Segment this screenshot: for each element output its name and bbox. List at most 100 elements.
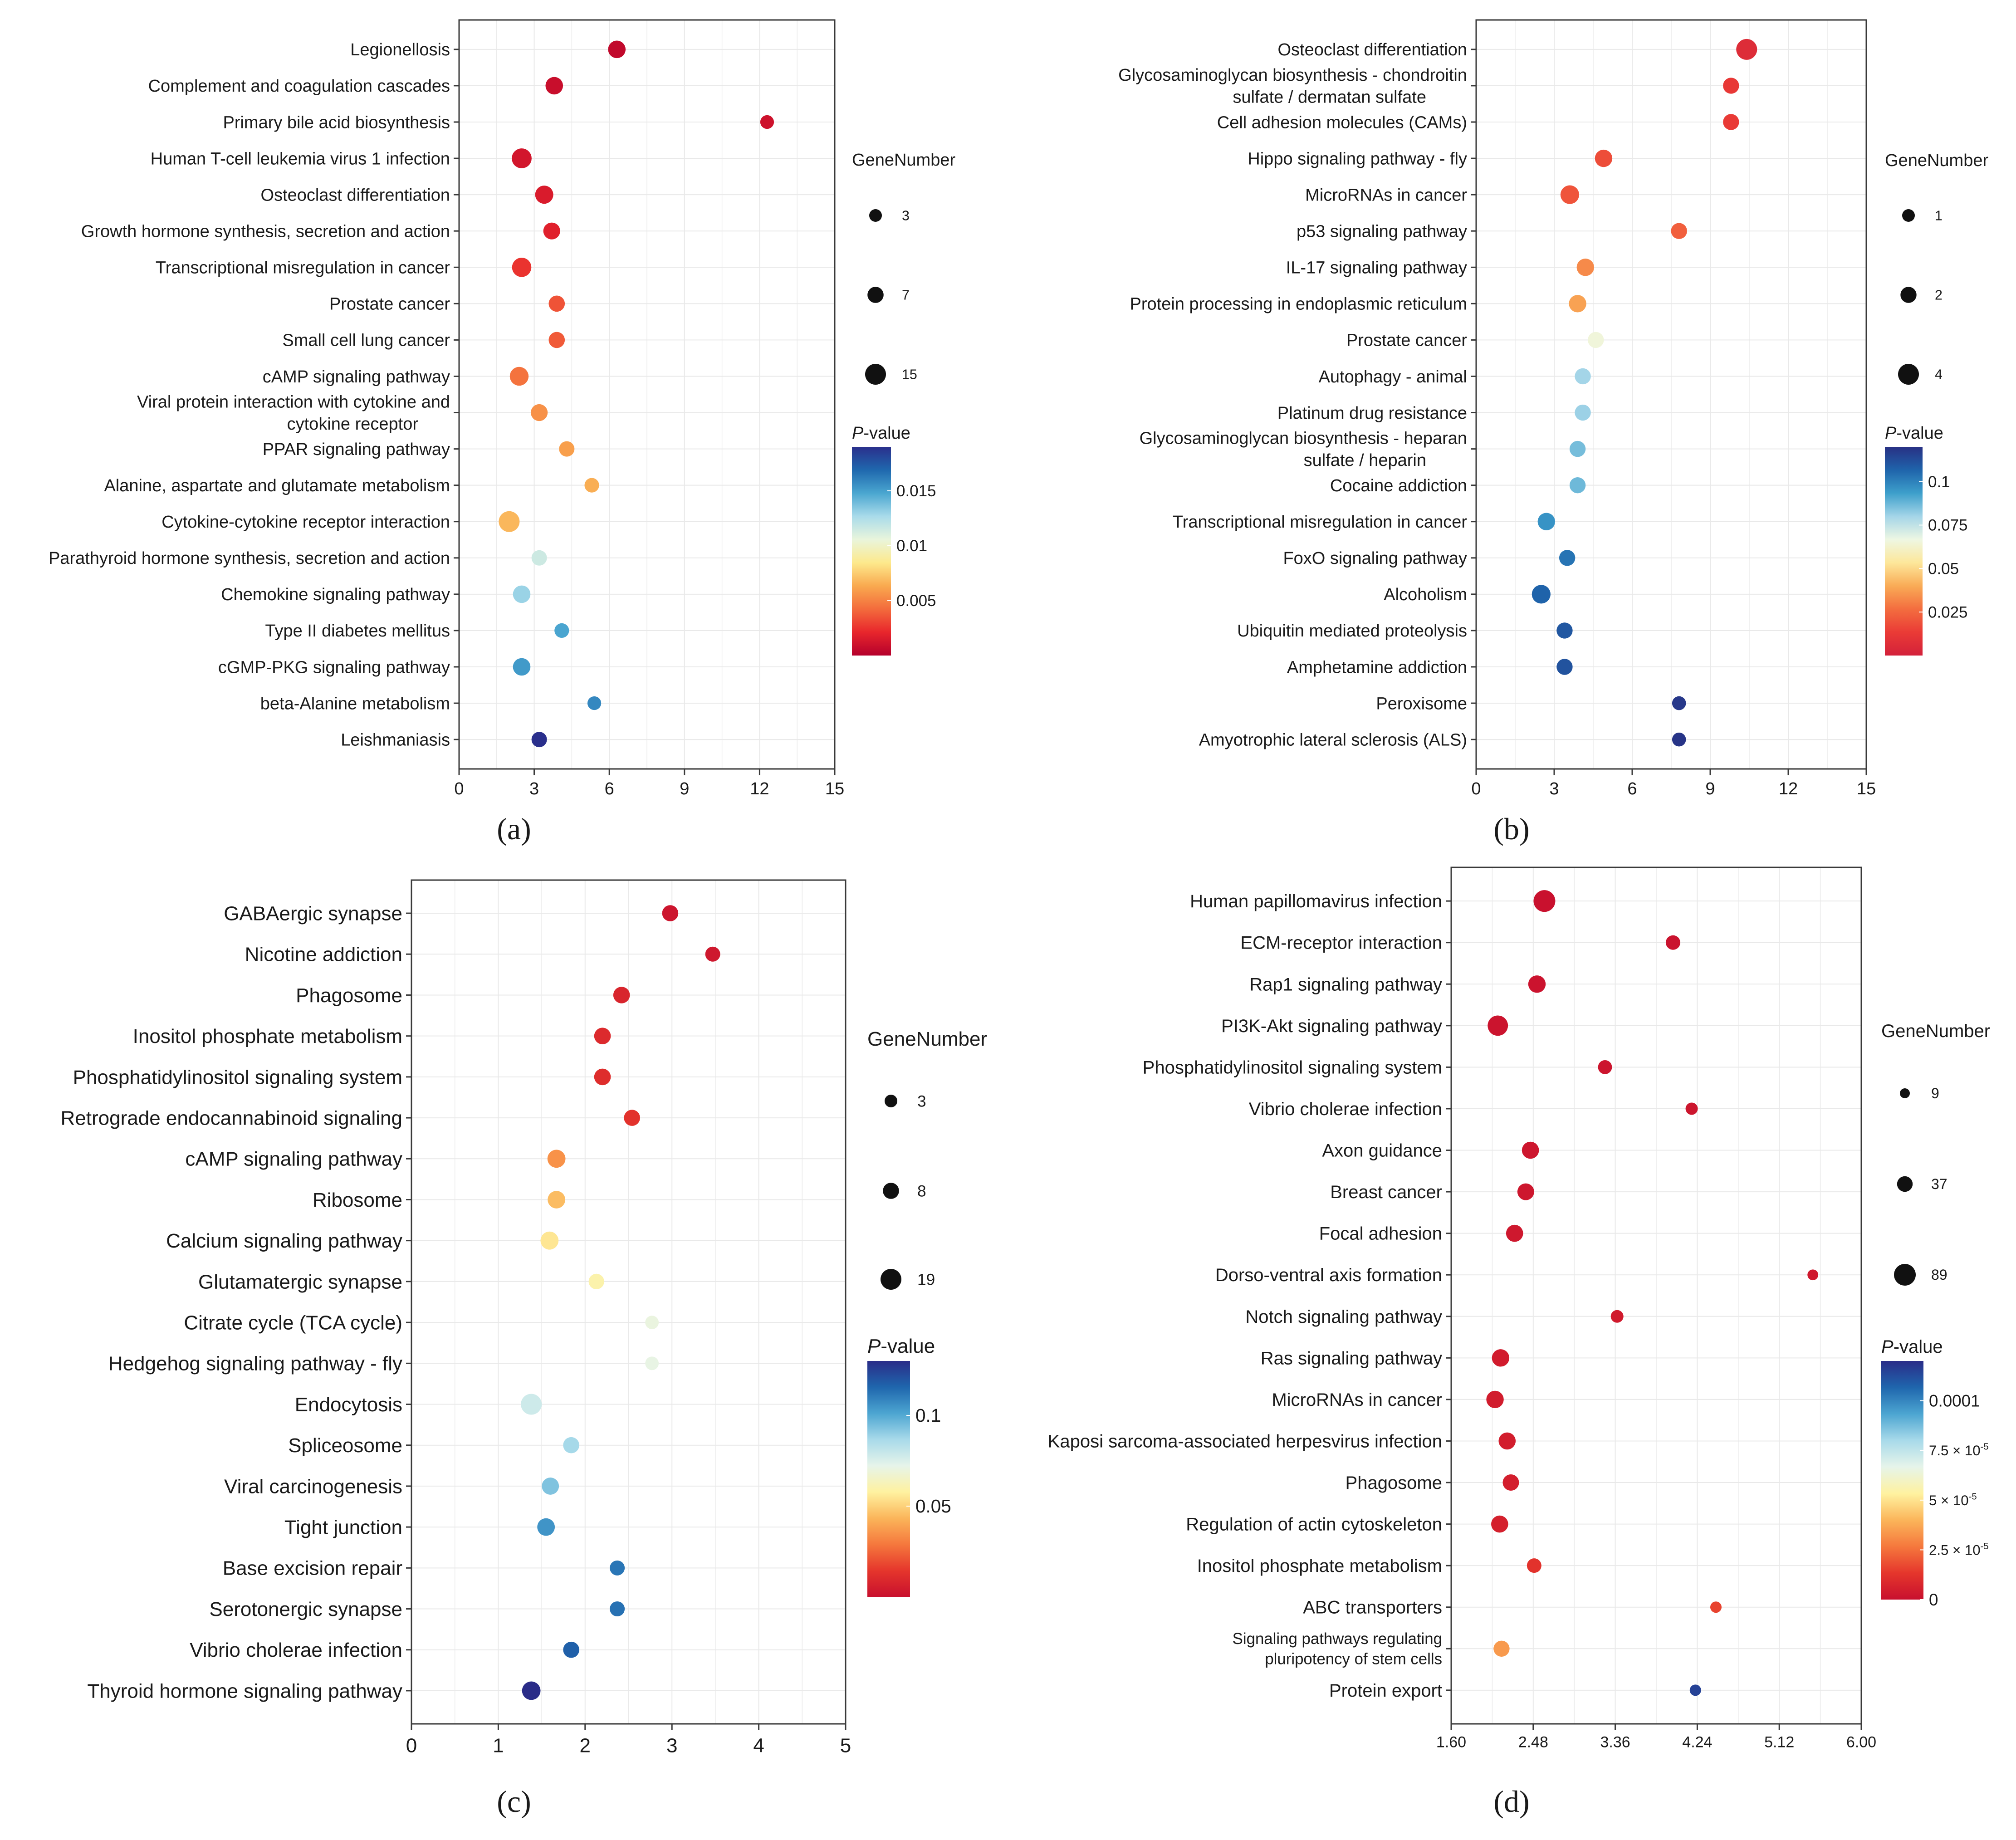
- data-point: [1575, 404, 1591, 421]
- category-label: Calcium signaling pathway: [166, 1230, 402, 1252]
- size-legend-label: 4: [1935, 367, 1943, 382]
- category-label: Base excision repair: [223, 1557, 402, 1580]
- color-tick-label-text: 0.075: [1928, 517, 1967, 534]
- category-label: Type II diabetes mellitus: [265, 621, 450, 641]
- grid: [1451, 867, 1862, 1724]
- x-tick-label: 5: [840, 1734, 851, 1757]
- color-tick-label: 0.05: [1928, 560, 1959, 578]
- category-label: Prostate cancer: [329, 295, 450, 314]
- category-label: Chemokine signaling pathway: [221, 585, 450, 604]
- data-point: [1665, 935, 1680, 950]
- data-point: [559, 441, 575, 457]
- category-label: sulfate / dermatan sulfate: [1233, 88, 1426, 107]
- data-point: [613, 987, 630, 1003]
- category-label: Cytokine-cytokine receptor interaction: [161, 513, 450, 532]
- color-tick-label: 0.0001: [1929, 1392, 1980, 1410]
- x-tick-label: 3: [666, 1734, 677, 1757]
- color-legend-title-rest: -value: [1896, 424, 1943, 443]
- category-label: Signaling pathways regulating: [1233, 1630, 1442, 1648]
- size-legend-label: 1: [1935, 208, 1943, 224]
- x-tick-label: 3: [529, 779, 539, 798]
- category-label: Thyroid hormone signaling pathway: [87, 1680, 402, 1702]
- data-point: [1527, 1558, 1541, 1573]
- size-legend-dot: [867, 287, 884, 303]
- data-point: [1671, 223, 1687, 239]
- category-label: Transcriptional misregulation in cancer: [156, 259, 450, 278]
- data-point: [1610, 1310, 1624, 1323]
- data-point: [1723, 78, 1739, 94]
- data-point: [542, 1478, 559, 1495]
- category-label: Inositol phosphate metabolism: [1197, 1556, 1442, 1576]
- size-legend-label: 37: [1931, 1176, 1947, 1192]
- data-point: [1736, 39, 1757, 60]
- color-tick-label: 0.075: [1928, 517, 1967, 534]
- data-point: [1672, 696, 1686, 710]
- color-legend-title-italic: P: [867, 1335, 881, 1357]
- size-legend-label: 3: [902, 208, 910, 224]
- data-point: [1569, 295, 1586, 313]
- category-label: Alcoholism: [1384, 585, 1467, 604]
- category-label: Phosphatidylinositol signaling system: [73, 1066, 402, 1088]
- data-point: [594, 1028, 611, 1044]
- data-point: [705, 946, 720, 962]
- category-label: Focal adhesion: [1319, 1224, 1442, 1244]
- data-point: [554, 623, 569, 638]
- category-label: Citrate cycle (TCA cycle): [184, 1312, 402, 1334]
- data-point: [563, 1437, 579, 1453]
- category-label: ECM-receptor interaction: [1240, 933, 1442, 953]
- size-legend-label: 89: [1931, 1267, 1947, 1283]
- data-point: [608, 40, 626, 59]
- category-label: Dorso-ventral axis formation: [1215, 1265, 1442, 1285]
- x-tick-label: 9: [680, 779, 689, 798]
- category-label: cGMP-PKG signaling pathway: [218, 658, 450, 677]
- category-label: beta-Alanine metabolism: [260, 694, 450, 713]
- x-tick-label: 0: [406, 1734, 417, 1757]
- category-label: Vibrio cholerae infection: [190, 1639, 402, 1661]
- plot-frame: [458, 19, 836, 770]
- size-legend-dot: [881, 1269, 901, 1290]
- color-tick-label: 0.005: [896, 592, 936, 610]
- data-point: [1569, 477, 1586, 494]
- x-tick-label: 3: [1549, 779, 1559, 798]
- category-label: GABAergic synapse: [224, 902, 402, 925]
- category-label: Retrograde endocannabinoid signaling: [61, 1107, 402, 1129]
- chart-panel-a: 0 3 6 9 12 15 Legionellosis Complement and coag…: [49, 19, 955, 846]
- data-point: [1569, 440, 1586, 457]
- size-legend-dot: [869, 209, 882, 222]
- x-tick-label: 15: [1857, 779, 1876, 798]
- color-tick-label-text: 0.05: [915, 1496, 951, 1517]
- category-label: Vibrio cholerae infection: [1249, 1099, 1442, 1119]
- category-label: Osteoclast differentiation: [1277, 40, 1467, 59]
- size-legend-dot: [1898, 364, 1919, 385]
- category-label: Hedgehog signaling pathway - fly: [108, 1353, 402, 1375]
- data-point: [1598, 1060, 1612, 1074]
- category-label: Inositol phosphate metabolism: [133, 1025, 402, 1047]
- x-tick-label: 4.24: [1682, 1733, 1712, 1751]
- data-point: [1672, 732, 1686, 747]
- size-legend-dot: [885, 1095, 897, 1107]
- data-point: [531, 404, 548, 421]
- color-tick-label-text: 0.0001: [1929, 1392, 1980, 1410]
- data-point: [548, 295, 565, 312]
- color-tick-label: 0.1: [1928, 473, 1950, 491]
- category-label: Rap1 signaling pathway: [1249, 974, 1442, 994]
- size-legend-label: 3: [917, 1092, 926, 1110]
- category-label: Osteoclast differentiation: [260, 186, 450, 205]
- data-point: [1556, 659, 1573, 675]
- size-legend-dot: [1900, 287, 1917, 303]
- color-bar: [867, 1361, 910, 1597]
- category-label: Phosphatidylinositol signaling system: [1143, 1057, 1442, 1077]
- size-legend-title: GeneNumber: [852, 151, 955, 170]
- size-legend-title: GeneNumber: [1881, 1021, 1990, 1041]
- data-point: [624, 1110, 640, 1126]
- color-legend-title-italic: P: [1881, 1337, 1894, 1357]
- color-tick-label: 0.1: [915, 1405, 941, 1426]
- data-point: [1506, 1224, 1523, 1242]
- data-point: [512, 148, 532, 168]
- x-tick-label: 12: [750, 779, 769, 798]
- category-label: Ras signaling pathway: [1261, 1348, 1442, 1368]
- data-point: [563, 1641, 579, 1658]
- data-point: [610, 1560, 625, 1576]
- data-point: [1533, 890, 1556, 912]
